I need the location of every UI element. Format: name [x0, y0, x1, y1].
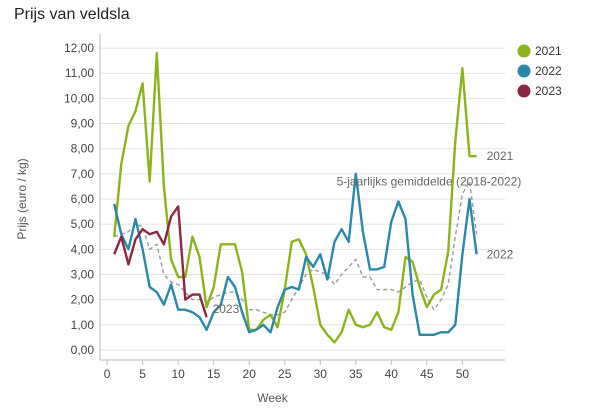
chart-title: Prijs van veldsla — [14, 6, 130, 23]
series-end-label: 5-jaarlijks gemiddelde (2018-2022) — [337, 174, 522, 188]
legend-swatch — [517, 44, 531, 58]
series-end-labels: 2021 2022 2023 5-jaarlijks gemiddelde (2018… — [213, 149, 522, 316]
y-tick-label: 12,00 — [64, 41, 94, 55]
legend-label: 2023 — [535, 84, 562, 98]
series-line-2022 — [113, 172, 478, 336]
gridlines — [100, 47, 505, 351]
x-tick-label: 45 — [420, 367, 434, 381]
series-end-label: 2022 — [487, 247, 514, 261]
series-end-label: 2021 — [487, 149, 514, 163]
x-tick-label: 25 — [278, 367, 292, 381]
y-tick-label: 1,00 — [71, 318, 95, 332]
legend-label: 2022 — [535, 64, 562, 78]
y-tick-label: 4,00 — [71, 242, 95, 256]
x-tick-label: 50 — [456, 367, 470, 381]
axes: 0,00 1,00 2,00 3,00 4,00 5,00 6,00 7,00 8,00 9,00… — [64, 34, 505, 381]
series-end-label: 2023 — [213, 302, 240, 316]
series-line-2021 — [113, 51, 477, 344]
y-tick-label: 6,00 — [71, 192, 95, 206]
series-lines — [113, 51, 478, 344]
x-tick-label: 30 — [314, 367, 328, 381]
x-tick-label: 5 — [139, 367, 146, 381]
y-tick-label: 10,00 — [64, 91, 94, 105]
y-tick-label: 3,00 — [71, 267, 95, 281]
x-tick-label: 35 — [349, 367, 363, 381]
y-tick-label: 7,00 — [71, 167, 95, 181]
legend-swatch — [517, 64, 531, 78]
legend-swatch — [517, 84, 531, 98]
y-tick-label: 2,00 — [71, 293, 95, 307]
y-axis-title: Prijs (euro / kg) — [15, 158, 29, 239]
series-line-5-jaarlijks-gemiddelde-2018-2022 — [113, 180, 478, 316]
x-tick-label: 15 — [207, 367, 221, 381]
series-line-2023 — [113, 205, 208, 318]
legend-label: 2021 — [535, 44, 562, 58]
y-tick-label: 5,00 — [71, 217, 95, 231]
x-tick-label: 0 — [104, 367, 111, 381]
y-tick-label: 9,00 — [71, 117, 95, 131]
x-tick-label: 10 — [171, 367, 185, 381]
y-tick-label: 11,00 — [65, 66, 94, 80]
x-tick-label: 40 — [385, 367, 399, 381]
y-tick-label: 0,00 — [71, 343, 95, 357]
x-axis-title: Week — [257, 391, 288, 405]
y-tick-label: 8,00 — [71, 142, 95, 156]
x-tick-label: 20 — [243, 367, 257, 381]
legend: 2021 2022 2023 — [517, 44, 562, 98]
